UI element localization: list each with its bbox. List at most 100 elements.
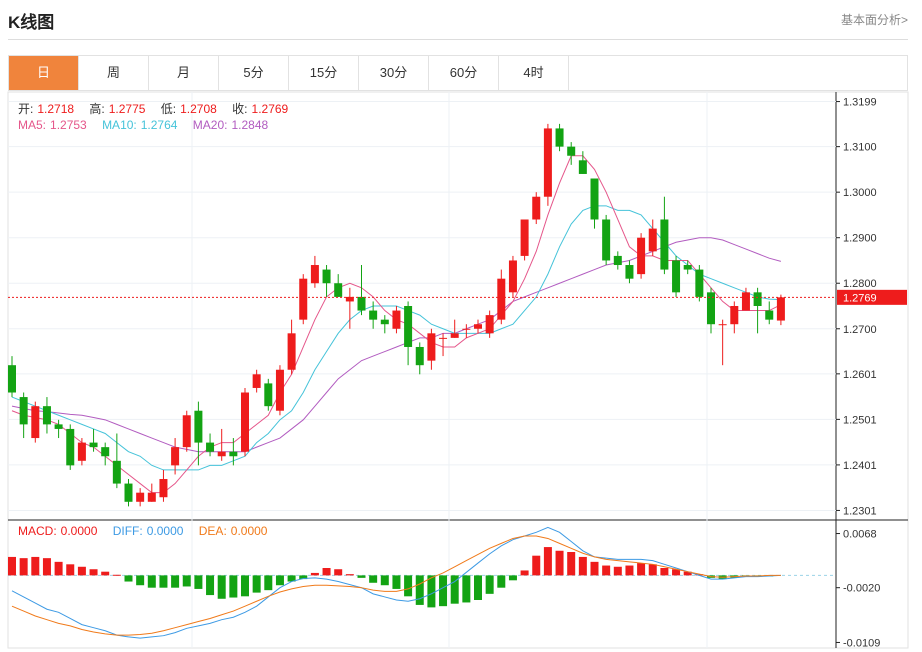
macd-bar xyxy=(555,550,564,576)
last-price-box xyxy=(837,289,907,305)
fundamental-analysis-link[interactable]: 基本面分析> xyxy=(840,13,908,27)
y-tick-label: 1.2900 xyxy=(843,233,877,245)
macd-bar xyxy=(450,575,459,604)
macd-bar xyxy=(380,575,389,586)
macd-bar xyxy=(497,575,506,588)
candle-body xyxy=(567,146,576,156)
candle-body xyxy=(159,479,168,498)
candle-body xyxy=(474,324,482,329)
candle-body xyxy=(42,406,51,425)
ma10-label: MA10: xyxy=(102,118,137,132)
ma10-value: 1.2764 xyxy=(140,118,178,132)
low-value: 1.2708 xyxy=(180,102,217,116)
macd-bar xyxy=(637,563,646,576)
macd-bar xyxy=(124,575,133,582)
candle-body xyxy=(450,333,459,338)
candle-body xyxy=(322,269,331,284)
last-price-label: 1.2769 xyxy=(843,292,877,304)
tab-week[interactable]: 周 xyxy=(79,56,149,90)
macd-bar xyxy=(264,575,273,591)
macd-value: 0.0000 xyxy=(60,524,98,538)
tab-30min[interactable]: 30分 xyxy=(359,56,429,90)
candle-body xyxy=(672,260,681,293)
macd-bar xyxy=(462,575,471,603)
y-tick-label: 1.2301 xyxy=(843,505,877,517)
candle-body xyxy=(124,483,133,502)
macd-bar xyxy=(147,575,156,588)
macd-bar xyxy=(578,556,587,576)
grid xyxy=(8,92,840,648)
tab-60min[interactable]: 60分 xyxy=(429,56,499,90)
candle-body xyxy=(683,265,692,270)
candle-body xyxy=(334,283,343,297)
macd-bar xyxy=(171,575,180,588)
candle-body xyxy=(380,319,389,325)
macd-bar xyxy=(485,575,494,594)
candle-body xyxy=(637,237,646,275)
macd-axis-ticks: 0.0068 -0.0020 -0.0109 xyxy=(843,529,880,650)
ma5-value: 1.2753 xyxy=(50,118,87,132)
candle-body xyxy=(613,255,622,266)
candle-body xyxy=(252,374,261,388)
candle-body xyxy=(730,306,739,325)
tab-4hour[interactable]: 4时 xyxy=(499,56,569,90)
macd-bar xyxy=(439,575,448,607)
dea-line xyxy=(11,535,781,636)
macd-bar xyxy=(660,568,669,576)
ma-info: MA5: 1.2753 MA10: 1.2764 MA20: 1.2848 xyxy=(18,118,272,132)
candle-body xyxy=(660,219,669,270)
candle-body xyxy=(415,346,424,366)
macd-bar xyxy=(404,575,413,597)
candle-body xyxy=(345,296,354,302)
macd-bar xyxy=(520,570,529,576)
macd-bar xyxy=(8,556,16,576)
dea-value: 0.0000 xyxy=(230,524,268,538)
y-tick-label: 1.2700 xyxy=(843,324,877,336)
candle-body xyxy=(602,219,611,261)
macd-bar xyxy=(427,575,436,608)
macd-bar xyxy=(648,564,657,576)
macd-bar xyxy=(19,558,28,576)
tab-month[interactable]: 月 xyxy=(149,56,219,90)
ma5-label: MA5: xyxy=(18,118,47,132)
y-tick-label: 1.2501 xyxy=(843,414,877,426)
tab-day[interactable]: 日 xyxy=(9,56,79,90)
candle-body xyxy=(508,260,517,293)
macd-lines xyxy=(11,526,781,639)
macd-bar xyxy=(241,575,249,597)
candle-body xyxy=(19,397,28,425)
candle-body xyxy=(369,310,378,320)
diff-value: 0.0000 xyxy=(146,524,184,538)
macd-bar xyxy=(567,552,576,576)
candle-body xyxy=(695,269,704,297)
y-tick-label: 1.3100 xyxy=(843,142,877,154)
ohlc-info: 开: 1.2718 高: 1.2775 低: 1.2708 收: 1.2769 xyxy=(18,100,292,117)
candle-body xyxy=(439,337,448,339)
candles xyxy=(8,123,785,507)
diff-line xyxy=(11,526,781,639)
tab-15min[interactable]: 15分 xyxy=(289,56,359,90)
macd-bar xyxy=(136,575,145,586)
candle-body xyxy=(54,424,63,429)
macd-bar xyxy=(334,569,343,576)
candle-body xyxy=(31,406,40,439)
macd-bar xyxy=(54,561,63,576)
macd-bar xyxy=(625,565,634,576)
macd-bar xyxy=(112,574,121,576)
macd-bar xyxy=(287,575,296,582)
macd-bar xyxy=(101,571,110,576)
candle-body xyxy=(264,383,273,407)
price-axis-ticks: 1.3199 1.3100 1.3000 1.2900 1.2800 1.270… xyxy=(843,97,877,518)
macd-bar xyxy=(602,565,611,576)
ma20-value: 1.2848 xyxy=(231,118,269,132)
macd-bar xyxy=(345,574,354,576)
y-tick-label: 1.2601 xyxy=(843,369,877,381)
macd-bar xyxy=(613,566,622,576)
tab-5min[interactable]: 5分 xyxy=(219,56,289,90)
candle-body xyxy=(776,297,785,321)
macd-bar xyxy=(206,575,215,596)
candle-body xyxy=(392,310,401,329)
macd-bar xyxy=(369,575,378,583)
dea-label: DEA: xyxy=(198,524,227,538)
